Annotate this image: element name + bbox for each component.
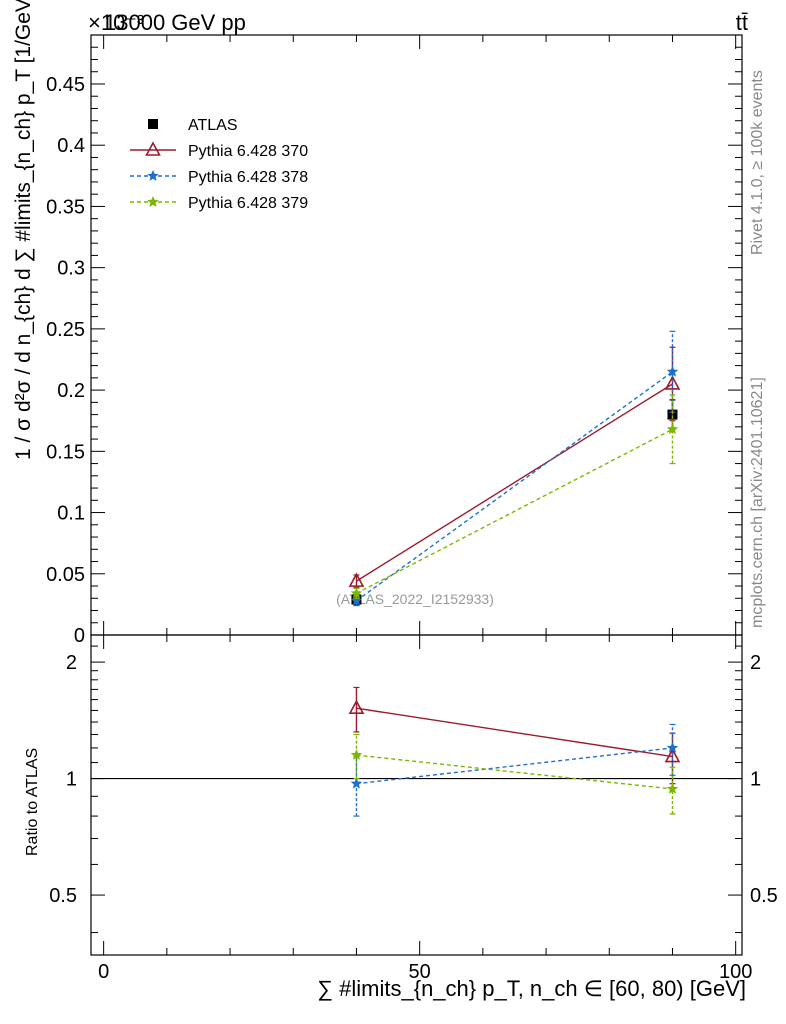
marker-triangle: [348, 699, 365, 715]
xlabel: ∑ #limits_{n_ch} p_T, n_ch ∈ [60, 80) [G…: [317, 976, 746, 1001]
ratio-series-pythia-6-428-379: [350, 733, 679, 815]
series-line: [356, 383, 673, 582]
main-axis-ticks: 0 0.05 0.1 0.15 0.2 0.25 0.3 0.35 0.4 0.45: [46, 46, 742, 647]
ratio-series-pythia-6-428-378: [350, 723, 679, 817]
marker-triangle: [145, 141, 161, 156]
marker-star: [147, 170, 159, 181]
x-tick-label: 100: [719, 961, 752, 983]
process-label: tt̄: [736, 10, 748, 35]
ratio-series: [348, 686, 681, 817]
marker-star: [350, 749, 363, 760]
series-line: [356, 428, 673, 594]
marker-star: [666, 783, 679, 794]
ratio-tick-label-right: 0.5: [750, 885, 778, 907]
main-series-pythia-6-428-379: [350, 394, 679, 599]
marker-star: [666, 741, 679, 753]
y-tick-label: 0.1: [57, 503, 85, 525]
x-tick-label: 50: [409, 961, 431, 983]
marker-triangle: [664, 375, 681, 390]
y-tick-label: 0.35: [46, 196, 85, 218]
marker-star: [350, 594, 363, 606]
y-tick-label: 0.05: [46, 564, 85, 586]
legend: ATLAS Pythia 6.428 370 Pythia 6.428 378 Pyt…: [130, 117, 308, 212]
x-tick-label: 0: [98, 961, 109, 983]
ratio-ylabel: Ratio to ATLAS: [24, 748, 41, 856]
ratio-tick-label-right: 2: [750, 652, 761, 674]
ratio-tick-label-right: 1: [750, 769, 761, 791]
legend-entry: Pythia 6.428 379: [188, 195, 308, 212]
y-tick-label: 0.15: [46, 441, 85, 463]
series-line: [356, 371, 673, 602]
main-series-pythia-6-428-370: [348, 346, 681, 588]
energy-label: 13000 GeV pp: [104, 10, 246, 35]
marker-triangle: [664, 747, 681, 763]
ratio-tick-label: 0.5: [49, 885, 77, 907]
ratio-tick-label: 1: [66, 769, 77, 791]
ratio-tick-label: 2: [66, 652, 77, 674]
x-axis-ticks: 0 50 100: [98, 35, 752, 983]
marker-star: [147, 196, 159, 207]
rivet-label: Rivet 4.1.0, ≥ 100k events: [749, 70, 766, 255]
marker-star: [350, 587, 363, 599]
y-tick-label: 0.3: [57, 258, 85, 280]
marker-star: [350, 777, 363, 789]
y-tick-label: 0.45: [46, 74, 85, 96]
legend-entry: Pythia 6.428 370: [188, 143, 308, 160]
analysis-label: (ATLAS_2022_I2152933): [336, 591, 494, 607]
series-line: [356, 707, 673, 758]
y-tick-label: 0.2: [57, 380, 85, 402]
main-series-pythia-6-428-378: [350, 330, 679, 607]
ratio-axis-ticks: 0.5 0.5 1 1 2 2: [49, 645, 778, 934]
ratio-series-pythia-6-428-370: [348, 686, 681, 785]
marker-star: [666, 365, 679, 377]
marker-square: [148, 119, 158, 129]
legend-entry: ATLAS: [188, 117, 238, 134]
exponent-label: ×10⁻³: [88, 10, 144, 35]
main-series: [348, 330, 681, 607]
y-tick-label: 0: [74, 625, 85, 647]
main-series-atlas: [351, 399, 678, 605]
main-ylabel: 1 / σ d²σ / d n_{ch} d ∑ #limits_{n_ch} …: [12, 0, 35, 460]
y-tick-label: 0.4: [57, 135, 85, 157]
mcplots-label: mcplots.cern.ch [arXiv:2401.10621]: [749, 377, 766, 628]
marker-star: [666, 423, 679, 435]
legend-entry: Pythia 6.428 378: [188, 169, 308, 186]
y-tick-label: 0.25: [46, 319, 85, 341]
marker-triangle: [348, 572, 365, 587]
ratio-frame: [90, 634, 743, 956]
series-line: [356, 754, 673, 790]
